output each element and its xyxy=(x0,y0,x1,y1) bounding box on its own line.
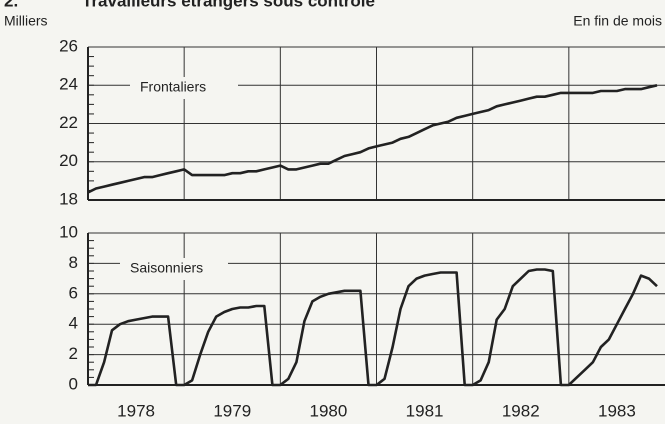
note: En fin de mois xyxy=(573,13,662,29)
y-tick-label: 8 xyxy=(69,253,78,272)
y-axis-label: Milliers xyxy=(4,13,48,29)
x-tick-label: 1982 xyxy=(502,401,540,420)
chart-number: 2. xyxy=(4,0,18,10)
series-label: Frontaliers xyxy=(140,79,206,95)
y-tick-label: 6 xyxy=(69,283,78,302)
chart-title: Travailleurs étrangers sous contrôle xyxy=(82,0,375,10)
y-tick-label: 10 xyxy=(59,222,78,241)
series-line xyxy=(88,268,658,387)
x-tick-label: 1981 xyxy=(406,401,444,420)
x-tick-label: 1979 xyxy=(213,401,251,420)
y-tick-label: 20 xyxy=(59,151,78,170)
y-tick-label: 4 xyxy=(69,314,78,333)
series-label: Saisonniers xyxy=(130,260,203,276)
y-tick-label: 26 xyxy=(59,36,78,55)
y-tick-label: 24 xyxy=(59,75,78,94)
label-background xyxy=(130,77,238,99)
x-tick-label: 1983 xyxy=(598,401,636,420)
x-tick-label: 1978 xyxy=(117,401,155,420)
series-line xyxy=(87,84,658,194)
y-tick-label: 0 xyxy=(69,374,78,393)
y-tick-label: 18 xyxy=(59,189,78,208)
x-tick-label: 1980 xyxy=(310,401,348,420)
label-background xyxy=(120,258,228,280)
y-tick-label: 2 xyxy=(69,344,78,363)
y-tick-label: 22 xyxy=(59,113,78,132)
